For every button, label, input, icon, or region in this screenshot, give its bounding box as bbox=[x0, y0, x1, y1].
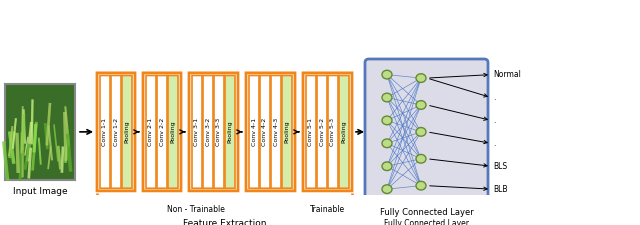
Circle shape bbox=[416, 74, 426, 82]
Text: Conv 3-3: Conv 3-3 bbox=[216, 118, 221, 146]
Text: Conv 5-1: Conv 5-1 bbox=[308, 118, 314, 146]
Text: .: . bbox=[493, 93, 495, 102]
Text: Conv 3-2: Conv 3-2 bbox=[205, 118, 211, 146]
Text: Fully Connected Layer: Fully Connected Layer bbox=[384, 219, 469, 225]
Text: Pooling: Pooling bbox=[285, 121, 289, 143]
Circle shape bbox=[382, 162, 392, 171]
Text: Conv 2-1: Conv 2-1 bbox=[148, 118, 154, 146]
Text: Conv 1-2: Conv 1-2 bbox=[113, 118, 118, 146]
Text: Conv 4-2: Conv 4-2 bbox=[262, 118, 268, 146]
FancyBboxPatch shape bbox=[225, 75, 235, 188]
Text: Input Image: Input Image bbox=[13, 187, 67, 196]
Text: Conv 3-1: Conv 3-1 bbox=[195, 118, 200, 146]
Circle shape bbox=[416, 128, 426, 136]
FancyBboxPatch shape bbox=[168, 75, 178, 188]
Text: BLB: BLB bbox=[493, 185, 508, 194]
FancyBboxPatch shape bbox=[249, 75, 259, 188]
Text: Conv 4-1: Conv 4-1 bbox=[252, 118, 257, 146]
Text: Non - Trainable: Non - Trainable bbox=[167, 205, 225, 214]
Text: Pooling: Pooling bbox=[125, 121, 129, 143]
Text: Feature Extraction: Feature Extraction bbox=[183, 219, 266, 225]
Text: Conv 1-1: Conv 1-1 bbox=[102, 118, 108, 146]
Text: Pooling: Pooling bbox=[227, 121, 232, 143]
Text: Fully Connected Layer: Fully Connected Layer bbox=[380, 208, 474, 217]
Text: BLS: BLS bbox=[493, 162, 507, 171]
Text: Trainable: Trainable bbox=[310, 205, 345, 214]
FancyBboxPatch shape bbox=[192, 75, 202, 188]
FancyBboxPatch shape bbox=[5, 84, 75, 180]
Circle shape bbox=[382, 139, 392, 148]
FancyBboxPatch shape bbox=[317, 75, 327, 188]
FancyBboxPatch shape bbox=[122, 75, 132, 188]
FancyBboxPatch shape bbox=[100, 75, 110, 188]
Text: Conv 4-3: Conv 4-3 bbox=[273, 118, 278, 146]
FancyBboxPatch shape bbox=[157, 75, 167, 188]
FancyBboxPatch shape bbox=[214, 75, 224, 188]
Circle shape bbox=[416, 181, 426, 190]
Text: Conv 2-2: Conv 2-2 bbox=[159, 118, 164, 146]
FancyBboxPatch shape bbox=[203, 75, 213, 188]
Circle shape bbox=[416, 101, 426, 109]
Text: Normal: Normal bbox=[493, 70, 521, 79]
FancyBboxPatch shape bbox=[111, 75, 121, 188]
Text: Pooling: Pooling bbox=[170, 121, 175, 143]
Text: .: . bbox=[493, 116, 495, 125]
Text: Pooling: Pooling bbox=[342, 121, 346, 143]
FancyBboxPatch shape bbox=[260, 75, 270, 188]
Text: .: . bbox=[493, 139, 495, 148]
FancyBboxPatch shape bbox=[306, 75, 316, 188]
Circle shape bbox=[382, 116, 392, 125]
FancyBboxPatch shape bbox=[271, 75, 281, 188]
Circle shape bbox=[382, 70, 392, 79]
Circle shape bbox=[382, 93, 392, 102]
FancyBboxPatch shape bbox=[339, 75, 349, 188]
FancyBboxPatch shape bbox=[282, 75, 292, 188]
FancyBboxPatch shape bbox=[365, 59, 488, 205]
Circle shape bbox=[382, 185, 392, 194]
Text: Conv 5-2: Conv 5-2 bbox=[319, 118, 324, 146]
FancyBboxPatch shape bbox=[328, 75, 338, 188]
Circle shape bbox=[416, 154, 426, 163]
Text: Conv 5-3: Conv 5-3 bbox=[330, 118, 335, 146]
FancyBboxPatch shape bbox=[146, 75, 156, 188]
